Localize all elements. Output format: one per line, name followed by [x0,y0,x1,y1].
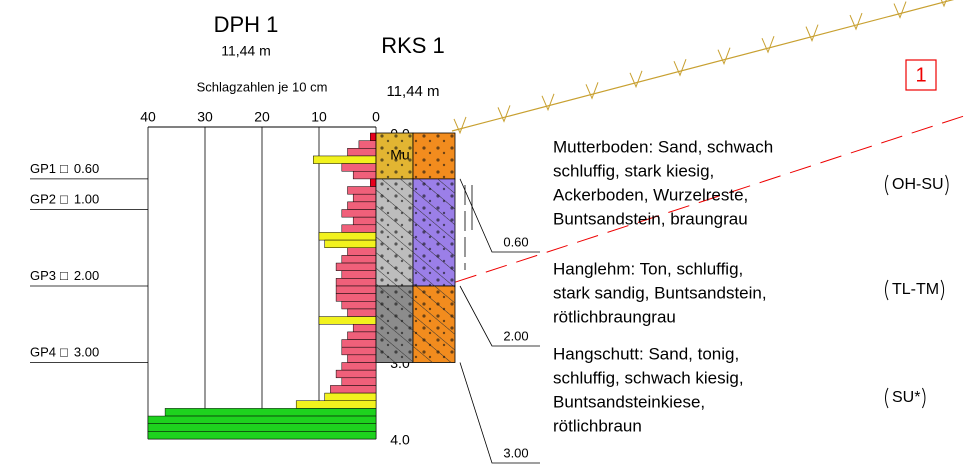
layer-description: rötlichbraun [553,416,642,435]
x-tick-label: 40 [140,109,156,125]
blow-count-bar [342,271,376,279]
sample-depth: 3.00 [74,345,99,360]
drawing: DPH 1 11,44 m Schlagzahlen je 10 cm RKS … [0,0,967,471]
blow-count-bar [353,217,376,225]
sample-depth: 0.60 [74,161,99,176]
x-tick-label: 10 [311,109,327,125]
blow-count-bar [336,286,376,294]
blow-count-bar [342,164,376,172]
blow-count-bar [348,332,377,340]
blow-count-bar [325,393,376,401]
layer-description: rötlichbraungrau [553,307,676,326]
blow-count-bar [336,278,376,286]
blow-count-bar [319,232,376,240]
bracket [941,280,944,300]
blow-count-bar [330,385,376,393]
bracket [886,280,889,300]
layer-bottom-label: 2.00 [503,328,528,343]
blow-count-bar [342,255,376,263]
blow-count-bar [148,431,376,439]
bracket [946,175,949,195]
blow-count-bar [325,240,376,248]
blow-count-bar [348,248,377,256]
blow-count-bar [348,309,377,317]
blow-count-bar [342,378,376,386]
blow-count-bar [348,187,377,195]
blow-count-bar [342,225,376,233]
blow-count-bar [296,401,376,409]
blow-count-bar [342,363,376,371]
layer-description: Hanglehm: Ton, schluffig, [553,259,743,278]
blow-count-bar [148,416,376,424]
blow-count-bar [336,370,376,378]
layer-description: schluffig, schwach kiesig, [553,368,744,387]
sample-label: GP3 □ 2.00 [30,268,99,283]
sample-label: GP2 □ 1.00 [30,192,99,207]
blow-count-bar [353,171,376,179]
blow-count-bar [313,156,376,164]
blow-count-bar [336,263,376,271]
sample-symbol: □ [60,192,68,207]
sample-depth: 2.00 [74,268,99,283]
layer-dots [376,133,455,179]
blow-count-bar [353,324,376,332]
blow-count-bar [148,424,376,432]
blow-count-bar [348,355,377,363]
sample-name: GP3 [30,268,56,283]
layer-description: schluffig, stark kiesig, [553,161,714,180]
sample-label: GP1 □ 0.60 [30,161,99,176]
sample-symbol: □ [60,268,68,283]
sample-name: GP1 [30,161,56,176]
x-tick-label: 0 [372,109,380,125]
blow-count-bar [342,340,376,348]
bracket [922,388,925,408]
x-tick-label: 20 [254,109,270,125]
blow-count-bar [342,301,376,309]
sample-name: GP4 [30,345,56,360]
sample-name: GP2 [30,192,56,207]
depth-label: 4.0 [390,432,410,448]
layer-description: Mutterboden: Sand, schwach [553,137,773,156]
blow-count-bar [319,317,376,325]
x-tick-label: 30 [197,109,213,125]
rks-elevation: 11,44 m [386,83,439,100]
layer-description: Buntsandsteinkiese, [553,392,705,411]
layer-symbol: Mu [390,147,409,163]
blow-count-bar [348,202,377,210]
dph-elevation: 11,44 m [221,43,271,59]
rks-title: RKS 1 [381,33,445,58]
blow-count-bar [370,133,376,141]
sample-label: GP4 □ 3.00 [30,345,99,360]
layer-description: stark sandig, Buntsandstein, [553,283,767,302]
layer-dots [376,286,455,363]
blow-count-bar [342,210,376,218]
section-id: 1 [915,64,926,86]
dph-axis-label: Schlagzahlen je 10 cm [197,79,328,94]
layer-description: Ackerboden, Wurzelreste, [553,185,748,204]
layer-bottom-label: 3.00 [503,445,528,460]
blow-count-bar [348,148,377,156]
layer-dots [376,179,455,286]
sample-depth: 1.00 [74,192,99,207]
layer-description: Hangschutt: Sand, tonig, [553,344,739,363]
dph-title: DPH 1 [214,12,279,37]
blow-count-bar [165,408,376,416]
sample-symbol: □ [60,161,68,176]
blow-count-bar [359,141,376,149]
sample-symbol: □ [60,345,68,360]
soil-class: TL-TM [892,281,939,298]
blow-count-bar [336,294,376,302]
layer-bottom-label: 0.60 [503,234,528,249]
bracket [886,175,889,195]
blow-count-bar [342,347,376,355]
bracket [886,388,889,408]
blow-count-bar [353,194,376,202]
blow-count-bar [370,179,376,187]
layer-description: Buntsandstein, braungrau [553,209,748,228]
soil-class: OH-SU [892,176,944,193]
soil-class: SU* [892,389,920,406]
terrain-line [452,0,967,131]
